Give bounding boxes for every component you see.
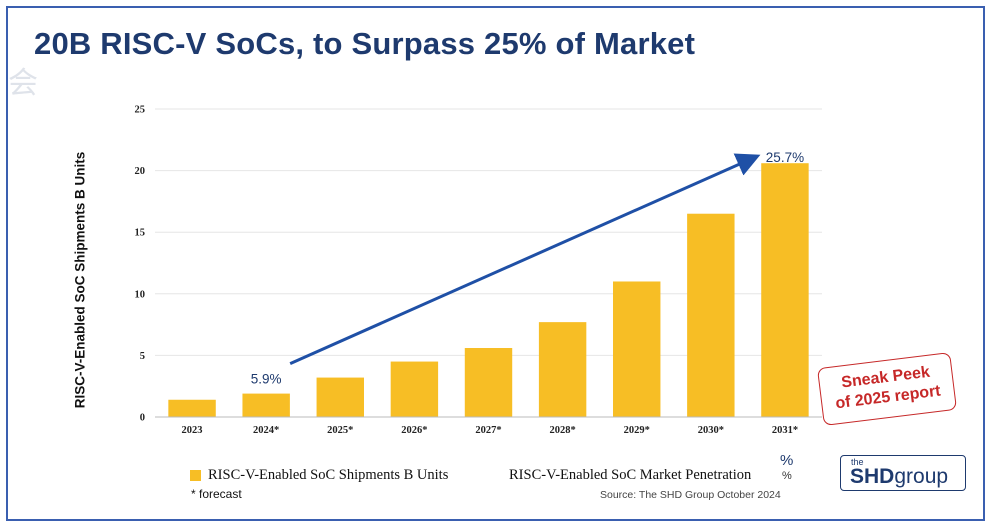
bar	[242, 393, 290, 417]
watermark: 会	[8, 66, 38, 101]
y-tick-label: 0	[140, 413, 145, 424]
bar	[168, 399, 216, 417]
shd-group-logo: the SHDgroup	[840, 455, 966, 491]
logo-the: the	[851, 457, 864, 467]
penetration-label-2031: 25.7%	[766, 150, 804, 165]
y-tick-label: 10	[135, 289, 146, 300]
bar	[538, 322, 587, 417]
x-tick-label: 2028*	[549, 425, 575, 436]
x-tick-label: 2024*	[253, 425, 279, 436]
x-tick-label: 2026*	[401, 425, 427, 436]
y-tick-label: 25	[135, 105, 146, 116]
forecast-note: * forecast	[191, 487, 242, 501]
trend-arrow	[289, 153, 761, 365]
legend-label-shipments: RISC-V-Enabled SoC Shipments B Units	[208, 467, 449, 483]
slide-title: 20B RISC-V SoCs, to Surpass 25% of Marke…	[34, 26, 696, 61]
legend-label-penetration: RISC-V-Enabled SoC Market Penetration	[509, 467, 752, 483]
x-tick-label: 2031*	[772, 425, 798, 436]
penetration-label-2024: 5.9%	[251, 372, 282, 387]
legend-unit-percent-small: %	[782, 470, 792, 482]
y-tick-label: 20	[135, 166, 146, 177]
y-axis-label: RISC-V-Enabled SoC Shipments B Units	[72, 151, 88, 409]
slide-frame	[6, 6, 985, 521]
bar	[464, 348, 513, 417]
logo-group: group	[894, 465, 949, 488]
logo-shd: SHD	[850, 465, 895, 488]
y-tick-label: 15	[135, 228, 146, 239]
legend-swatch-shipments	[190, 470, 201, 481]
x-tick-label: 2029*	[624, 425, 650, 436]
y-tick-label: 5	[140, 351, 145, 362]
legend-unit-percent: %	[780, 452, 794, 469]
bar	[316, 377, 364, 417]
source-note: Source: The SHD Group October 2024	[600, 489, 781, 501]
bar	[613, 281, 661, 417]
bar	[687, 213, 735, 417]
x-tick-label: 2025*	[327, 425, 353, 436]
logo-wordmark: SHDgroup	[850, 465, 948, 489]
bar	[390, 361, 439, 417]
x-tick-label: 2030*	[698, 425, 724, 436]
x-tick-label: 2027*	[475, 425, 501, 436]
x-tick-label: 2023	[182, 425, 203, 436]
bar	[761, 163, 809, 417]
